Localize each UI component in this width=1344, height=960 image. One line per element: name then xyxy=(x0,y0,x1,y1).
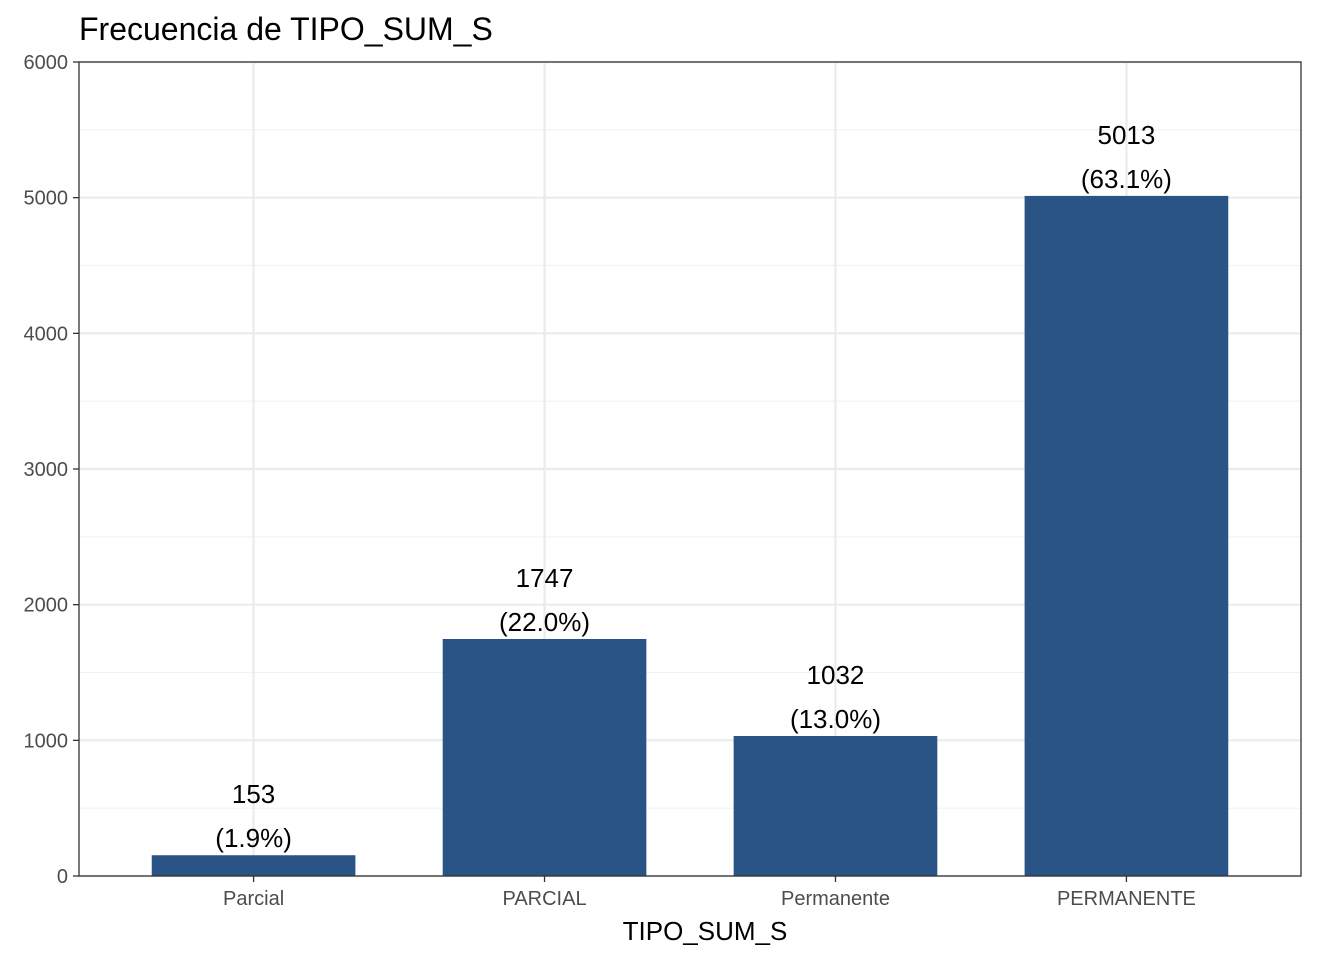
chart-title: Frecuencia de TIPO_SUM_S xyxy=(79,11,493,47)
y-tick-label: 6000 xyxy=(24,52,69,74)
y-tick-label: 2000 xyxy=(24,595,69,617)
bar-count-label: 1747 xyxy=(516,563,574,593)
bar xyxy=(151,855,356,876)
x-tick-label: PARCIAL xyxy=(502,888,586,910)
bar-percent-label: (13.0%) xyxy=(790,704,881,734)
bar-percent-label: (22.0%) xyxy=(499,607,590,637)
bar xyxy=(442,638,647,876)
y-tick-label: 0 xyxy=(57,866,68,888)
bar-count-label: 5013 xyxy=(1098,120,1156,150)
x-tick-label: PERMANENTE xyxy=(1057,888,1196,910)
bar-percent-label: (63.1%) xyxy=(1081,164,1172,194)
bars xyxy=(151,195,1229,876)
y-tick-label: 3000 xyxy=(24,459,69,481)
y-tick-label: 1000 xyxy=(24,730,69,752)
axis-ticks xyxy=(73,61,1128,882)
x-axis-title: TIPO_SUM_S xyxy=(623,916,788,946)
bar-percent-label: (1.9%) xyxy=(215,823,292,853)
bar-count-label: 1032 xyxy=(807,660,865,690)
axis-tick-labels: 0 1000 2000 3000 4000 5000 6000 Parcial PARCIAL P… xyxy=(24,52,1196,910)
bar xyxy=(1024,195,1229,876)
x-tick-label: Permanente xyxy=(781,888,890,910)
y-tick-label: 4000 xyxy=(24,323,69,345)
y-tick-label: 5000 xyxy=(24,188,69,210)
x-tick-label: Parcial xyxy=(223,888,284,910)
data-labels: 153 (1.9%) 1747 (22.0%) 1032 (13.0%) 5013 (63.1… xyxy=(215,120,1172,853)
bar xyxy=(733,735,938,876)
bar-count-label: 153 xyxy=(232,779,275,809)
